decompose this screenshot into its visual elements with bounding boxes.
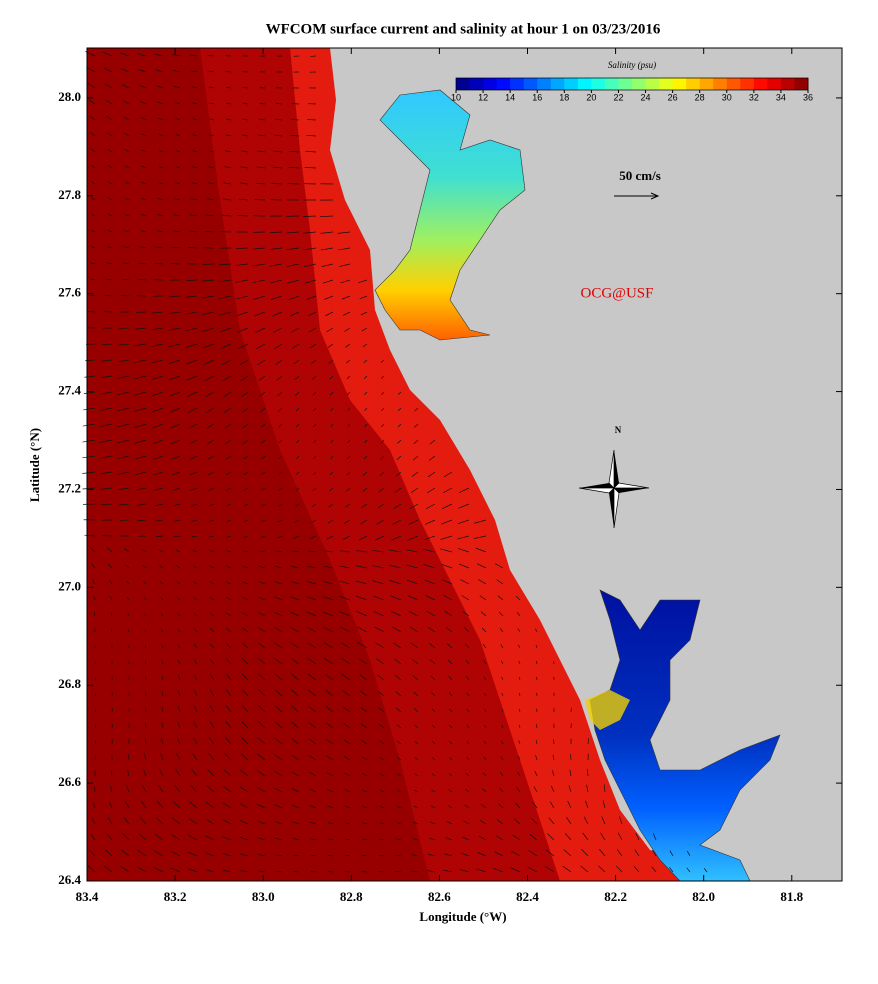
y-tick-label: 26.8 bbox=[58, 676, 81, 691]
colorbar-tick-label: 12 bbox=[478, 92, 488, 102]
colorbar-swatch bbox=[497, 78, 511, 90]
colorbar-swatch bbox=[537, 78, 551, 90]
colorbar-tick-label: 26 bbox=[668, 92, 678, 102]
colorbar-swatch bbox=[686, 78, 700, 90]
x-tick-label: 83.4 bbox=[76, 889, 99, 904]
x-tick-label: 83.0 bbox=[252, 889, 275, 904]
colorbar-swatch bbox=[510, 78, 524, 90]
colorbar-swatch bbox=[767, 78, 781, 90]
colorbar-tick-label: 36 bbox=[803, 92, 813, 102]
colorbar-swatch bbox=[781, 78, 795, 90]
colorbar-tick-label: 18 bbox=[559, 92, 569, 102]
colorbar-swatch bbox=[524, 78, 538, 90]
colorbar-tick-label: 22 bbox=[613, 92, 623, 102]
colorbar-swatch bbox=[591, 78, 605, 90]
colorbar-tick-label: 10 bbox=[451, 92, 461, 102]
colorbar-tick-label: 28 bbox=[695, 92, 705, 102]
colorbar-swatch bbox=[456, 78, 470, 90]
y-tick-label: 26.4 bbox=[58, 872, 81, 887]
scale-label: 50 cm/s bbox=[619, 168, 661, 183]
colorbar-swatch bbox=[673, 78, 687, 90]
credit: OCG@USF bbox=[580, 285, 653, 301]
x-axis-label: Longitude (°W) bbox=[419, 909, 506, 924]
colorbar-swatch bbox=[727, 78, 741, 90]
colorbar-tick-label: 20 bbox=[586, 92, 596, 102]
y-tick-label: 27.0 bbox=[58, 578, 81, 593]
colorbar-swatch bbox=[713, 78, 727, 90]
x-tick-label: 82.0 bbox=[692, 889, 715, 904]
colorbar-tick-label: 14 bbox=[505, 92, 515, 102]
y-tick-label: 27.2 bbox=[58, 480, 81, 495]
colorbar-swatch bbox=[618, 78, 632, 90]
y-tick-label: 27.4 bbox=[58, 383, 81, 398]
colorbar-swatch bbox=[754, 78, 768, 90]
title: WFCOM surface current and salinity at ho… bbox=[266, 21, 661, 37]
y-tick-label: 26.6 bbox=[58, 774, 81, 789]
colorbar-swatch bbox=[646, 78, 660, 90]
colorbar-tick-label: 32 bbox=[749, 92, 759, 102]
colorbar-tick-label: 16 bbox=[532, 92, 542, 102]
y-tick-label: 28.0 bbox=[58, 89, 81, 104]
x-tick-label: 82.4 bbox=[516, 889, 539, 904]
x-tick-label: 82.6 bbox=[428, 889, 451, 904]
x-tick-label: 81.8 bbox=[780, 889, 803, 904]
colorbar-swatch bbox=[659, 78, 673, 90]
colorbar-tick-label: 34 bbox=[776, 92, 786, 102]
colorbar-swatch bbox=[470, 78, 484, 90]
y-tick-label: 27.8 bbox=[58, 187, 81, 202]
colorbar-swatch bbox=[551, 78, 565, 90]
colorbar-swatch bbox=[632, 78, 646, 90]
colorbar-swatch bbox=[794, 78, 808, 90]
colorbar-tick-label: 24 bbox=[641, 92, 651, 102]
colorbar-swatch bbox=[578, 78, 592, 90]
colorbar-tick-label: 30 bbox=[722, 92, 732, 102]
colorbar-label: Salinity (psu) bbox=[608, 60, 656, 70]
y-axis-label: Latitude (°N) bbox=[27, 428, 42, 502]
colorbar-swatch bbox=[740, 78, 754, 90]
colorbar-swatch bbox=[605, 78, 619, 90]
x-tick-label: 82.8 bbox=[340, 889, 363, 904]
north-label: N bbox=[615, 425, 622, 435]
x-tick-label: 82.2 bbox=[604, 889, 627, 904]
colorbar-swatch bbox=[483, 78, 497, 90]
x-tick-label: 83.2 bbox=[164, 889, 187, 904]
y-tick-label: 27.6 bbox=[58, 285, 81, 300]
colorbar-swatch bbox=[700, 78, 714, 90]
colorbar-swatch bbox=[564, 78, 578, 90]
current-vector bbox=[128, 645, 129, 648]
